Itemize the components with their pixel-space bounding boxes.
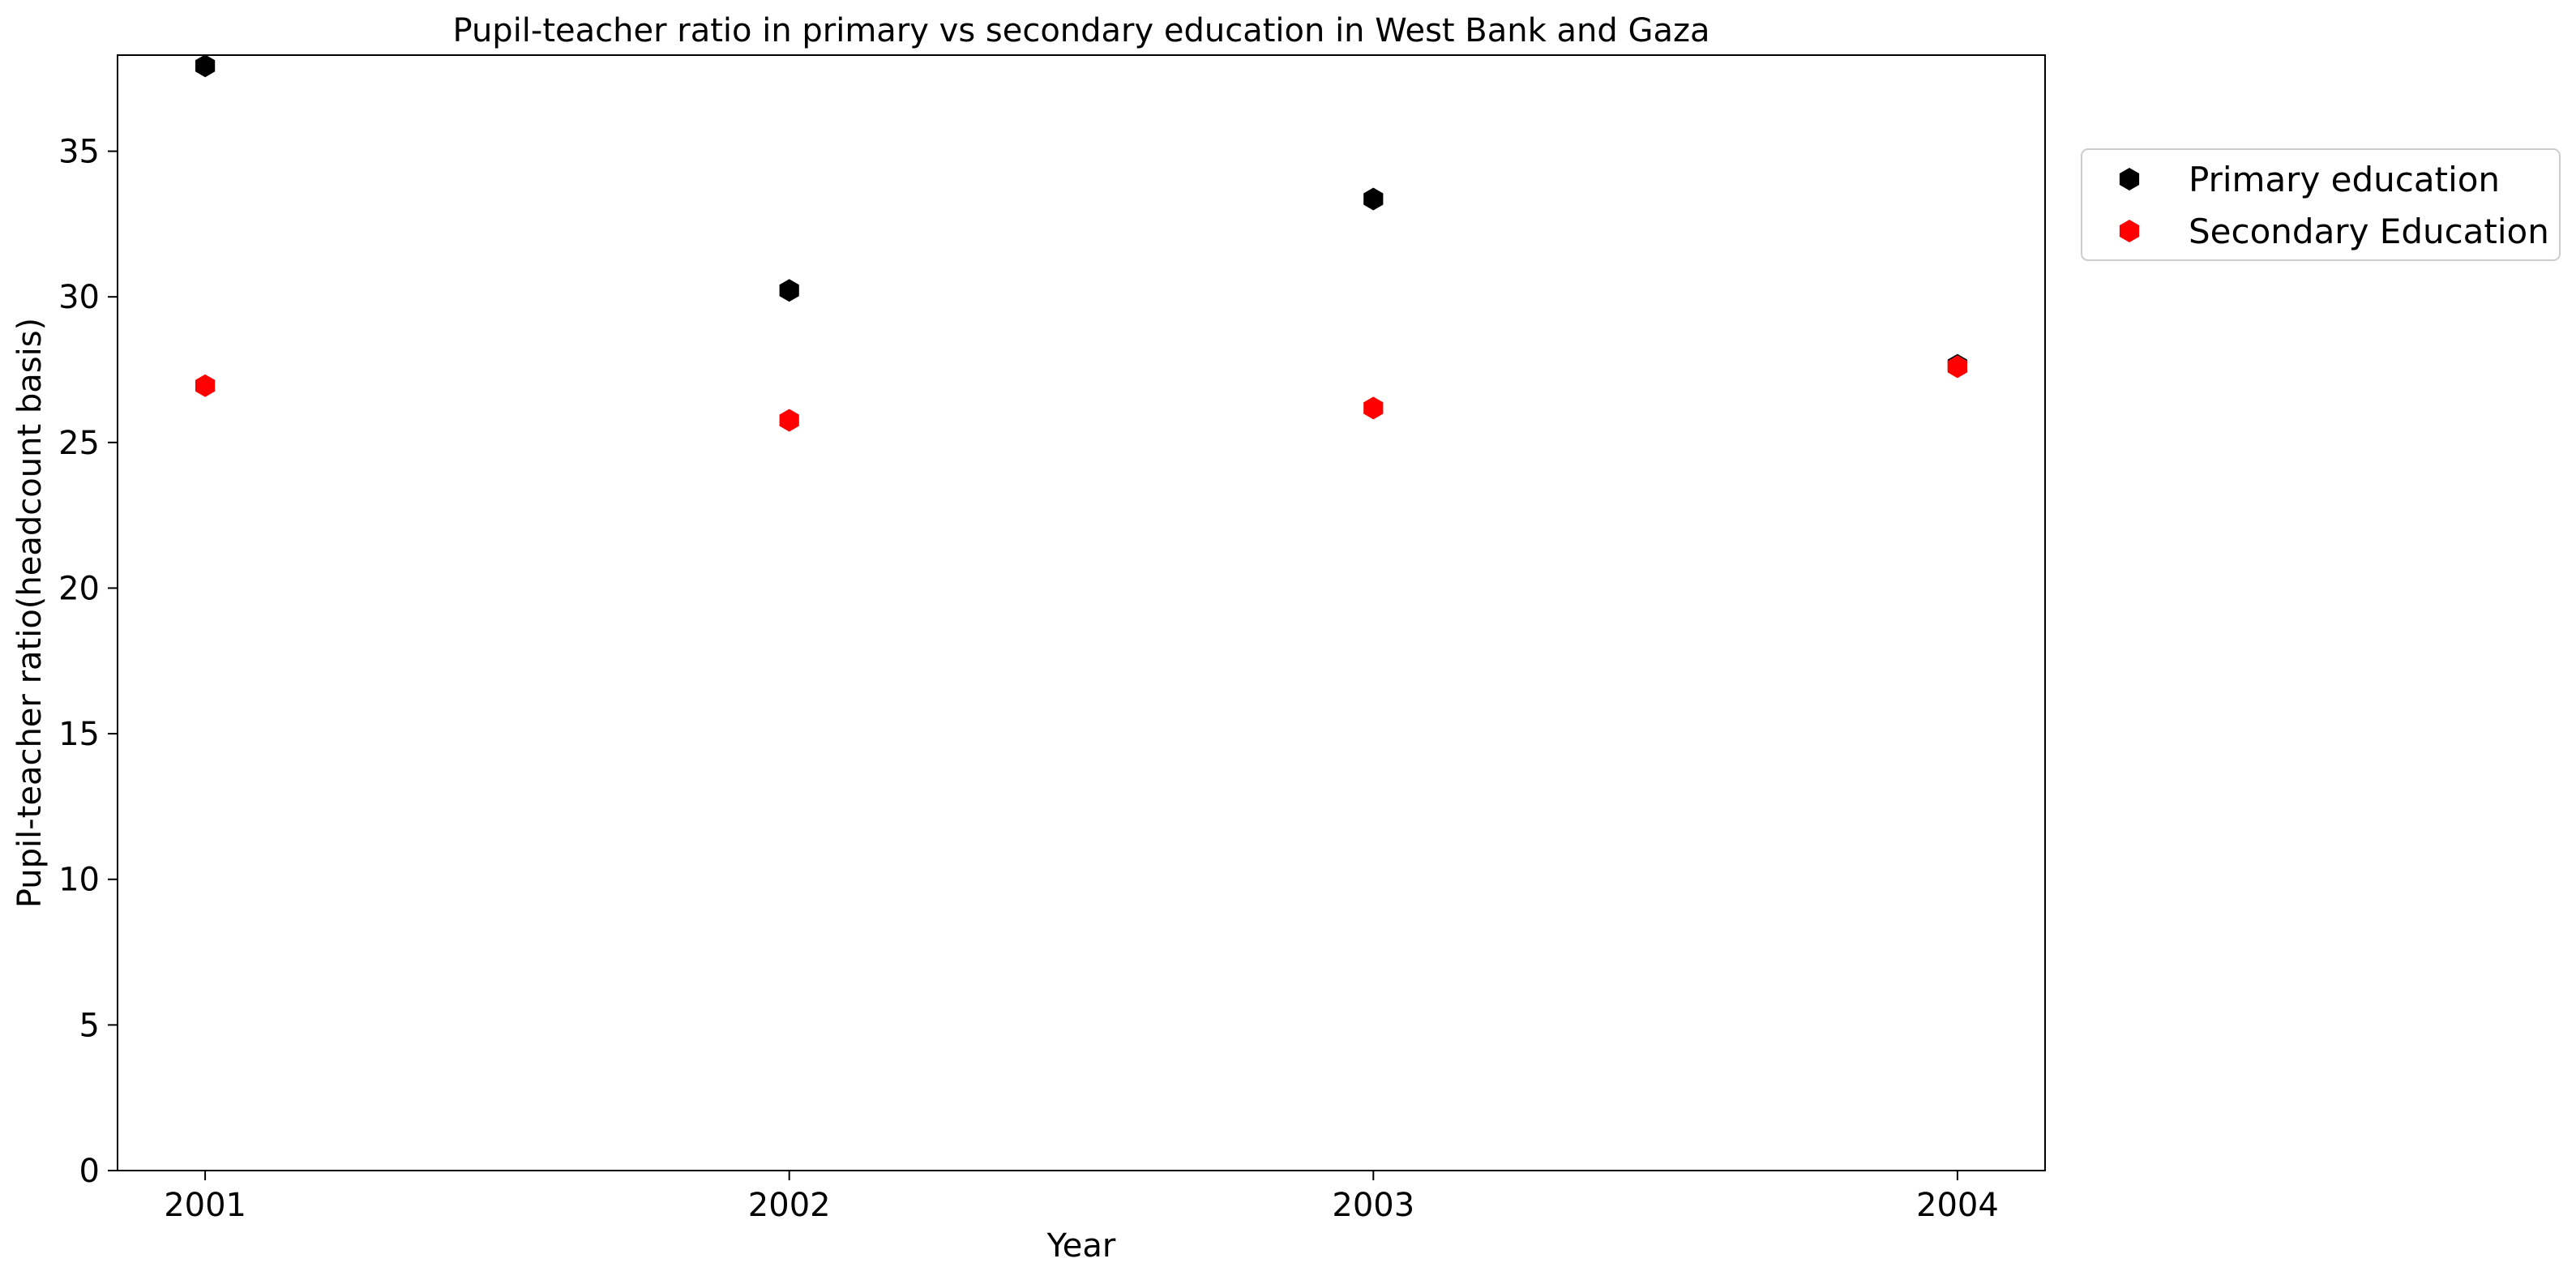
plot-frame	[117, 54, 2046, 1171]
x-tick-label: 2002	[748, 1187, 831, 1224]
y-tick-label: 0	[79, 1153, 100, 1190]
legend-label-secondary: Secondary Education	[2189, 212, 2549, 251]
data-point-primary	[779, 279, 799, 302]
legend-marker-primary	[2119, 168, 2140, 191]
y-tick-label: 30	[58, 279, 100, 316]
data-point-secondary	[1363, 396, 1384, 420]
y-tick-label: 25	[58, 425, 100, 462]
data-point-primary	[1363, 187, 1384, 211]
data-point-primary	[195, 54, 216, 78]
data-points	[195, 54, 1967, 432]
plot-area: 0 5 10 15 20 25 30 35 2001 2002 2003 2004	[58, 54, 2046, 1224]
x-tick-label: 2004	[1916, 1187, 1999, 1224]
y-tick-label: 35	[58, 134, 100, 171]
x-tick-label: 2001	[164, 1187, 246, 1224]
legend: Primary education Secondary Education	[2081, 148, 2561, 261]
x-axis-label: Year	[1046, 1227, 1116, 1265]
y-axis-ticks: 0 5 10 15 20 25 30 35	[58, 134, 118, 1190]
chart-title: Pupil-teacher ratio in primary vs second…	[453, 12, 1710, 49]
legend-frame	[2081, 148, 2561, 261]
data-point-secondary	[195, 374, 216, 397]
legend-label-primary: Primary education	[2189, 160, 2500, 199]
legend-items: Primary education Secondary Education	[2119, 160, 2549, 251]
y-axis-label: Pupil-teacher ratio(headcount basis)	[11, 318, 49, 908]
x-tick-label: 2003	[1332, 1187, 1414, 1224]
data-point-secondary	[779, 409, 799, 432]
y-tick-label: 15	[58, 716, 100, 753]
x-axis-ticks: 2001 2002 2003 2004	[164, 1171, 1999, 1224]
data-point-secondary	[1947, 355, 1967, 379]
y-tick-label: 10	[58, 862, 100, 899]
legend-marker-secondary	[2119, 220, 2140, 242]
y-tick-label: 5	[79, 1007, 100, 1044]
y-tick-label: 20	[58, 570, 100, 607]
